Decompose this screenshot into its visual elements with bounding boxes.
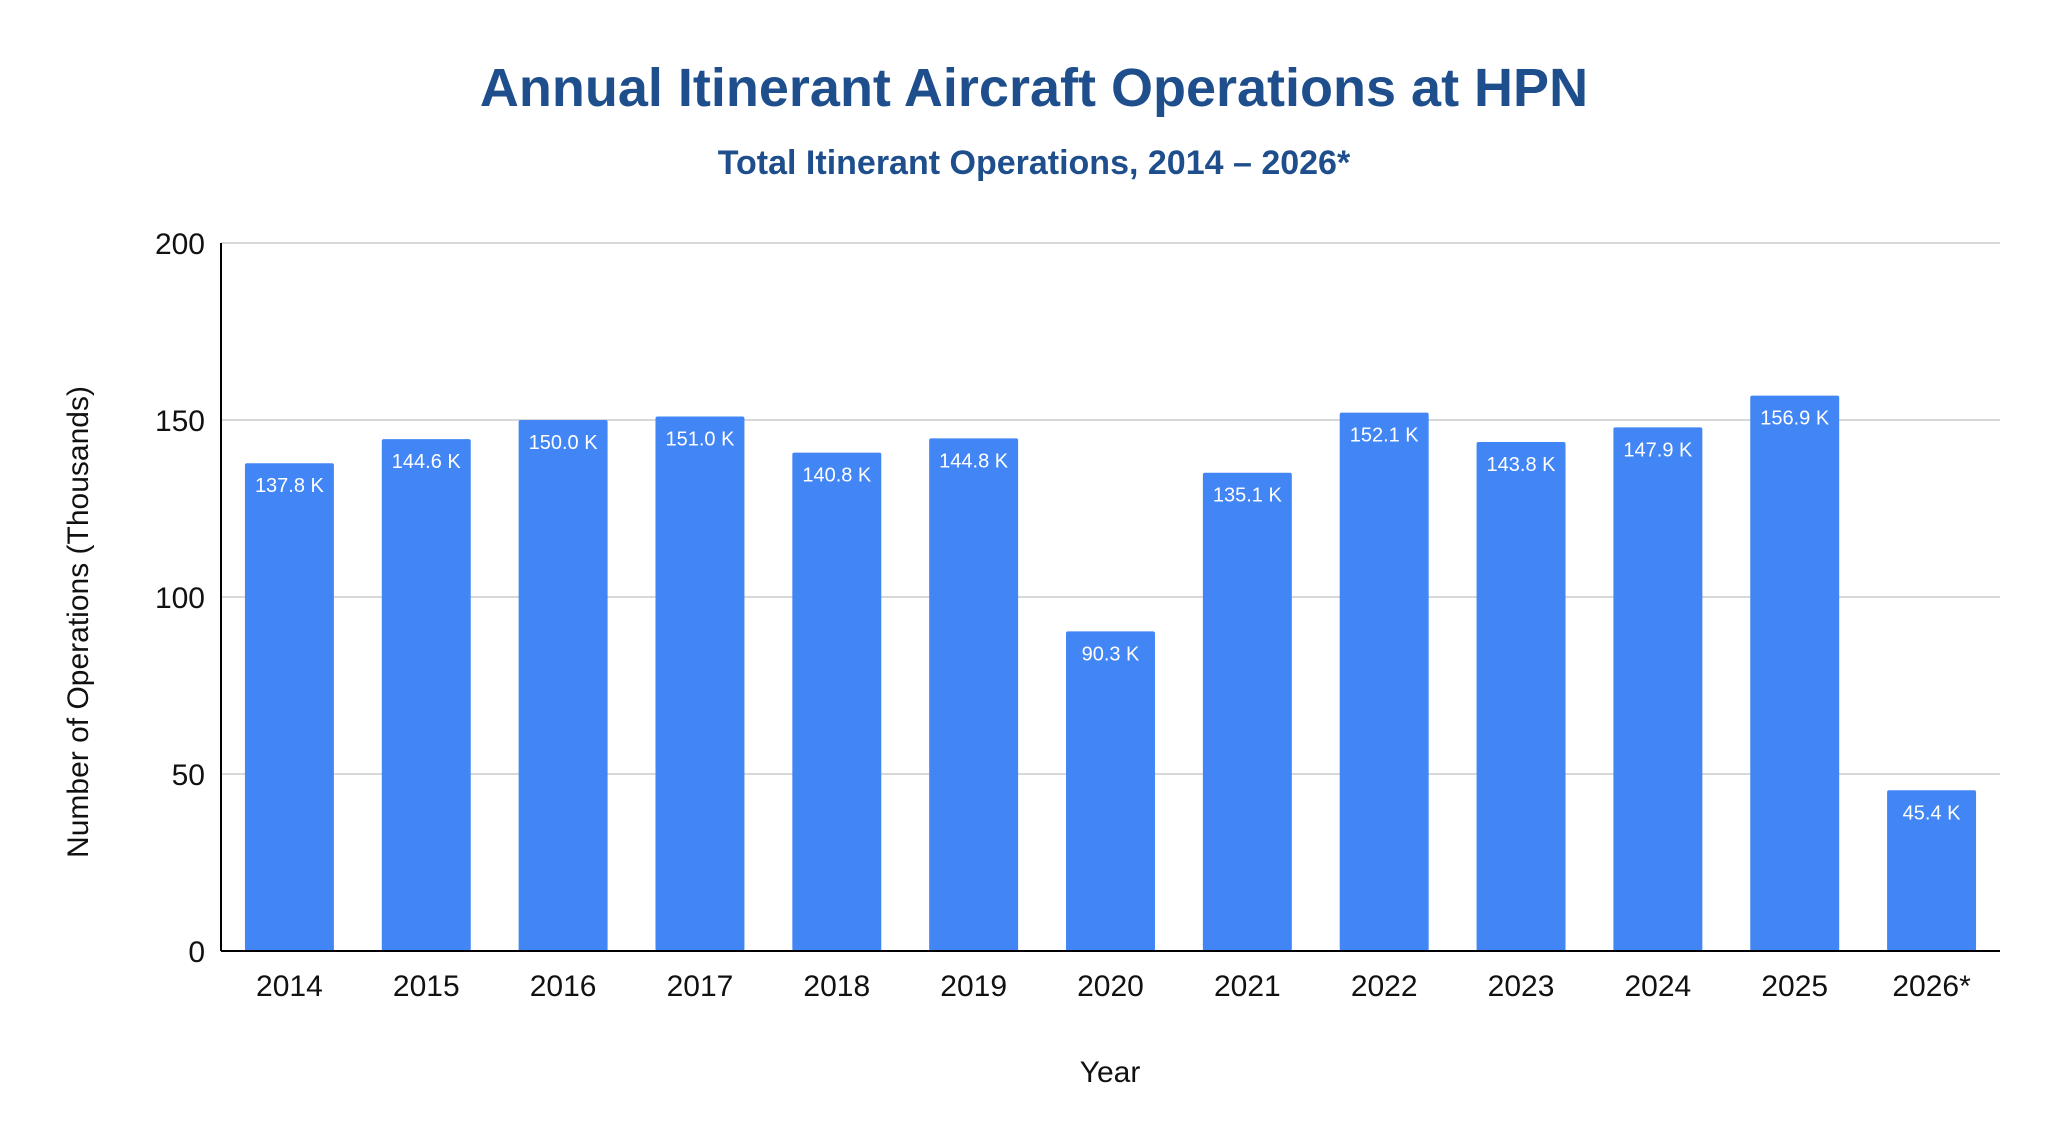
x-tick-label: 2020 bbox=[1077, 970, 1144, 1003]
bar-2024 bbox=[1613, 427, 1703, 952]
x-tick-label: 2021 bbox=[1214, 970, 1281, 1003]
bar-2017 bbox=[655, 416, 745, 952]
bar-2014 bbox=[244, 463, 334, 951]
x-tick-label: 2026* bbox=[1892, 970, 1971, 1003]
data-label: 144.8 K bbox=[939, 450, 1009, 472]
data-label: 140.8 K bbox=[802, 465, 872, 487]
data-label: 45.4 K bbox=[1903, 802, 1961, 824]
y-tick-label: 50 bbox=[172, 759, 205, 792]
data-label: 156.9 K bbox=[1760, 408, 1830, 430]
x-tick-label: 2023 bbox=[1488, 970, 1555, 1003]
bar-2023 bbox=[1476, 441, 1566, 951]
data-label: 147.9 K bbox=[1623, 439, 1693, 461]
bar-2021 bbox=[1202, 472, 1292, 951]
data-label: 152.1 K bbox=[1350, 425, 1420, 447]
data-labels: 137.8 K 144.6 K 150.0 K 151.0 K 140.8 K 144.8… bbox=[255, 408, 1961, 825]
bar-2020 bbox=[1066, 631, 1155, 951]
x-tick-label: 2017 bbox=[667, 970, 734, 1003]
x-tick-label: 2024 bbox=[1625, 970, 1692, 1003]
y-tick-label: 100 bbox=[155, 582, 205, 615]
x-tick-label: 2019 bbox=[940, 970, 1007, 1003]
data-label: 137.8 K bbox=[255, 475, 325, 497]
bar-2026 bbox=[1887, 790, 1977, 951]
x-tick-label: 2022 bbox=[1351, 970, 1418, 1003]
bars bbox=[244, 395, 1977, 952]
x-tick-label: 2015 bbox=[393, 970, 460, 1003]
y-axis-title: Number of Operations (Thousands) bbox=[62, 386, 95, 858]
chart-subtitle: Total Itinerant Operations, 2014 – 2026* bbox=[718, 144, 1351, 182]
x-tick-labels: 2014 2015 2016 2017 2018 2019 2020 2021 2022 2023… bbox=[256, 970, 1971, 1003]
x-tick-label: 2014 bbox=[256, 970, 323, 1003]
bar-2019 bbox=[929, 438, 1019, 952]
chart-title: Annual Itinerant Aircraft Operations at … bbox=[480, 58, 1588, 118]
y-tick-label: 0 bbox=[188, 936, 205, 969]
x-tick-label: 2016 bbox=[530, 970, 597, 1003]
data-label: 151.0 K bbox=[665, 428, 735, 450]
bar-2015 bbox=[381, 439, 471, 951]
x-tick-label: 2018 bbox=[803, 970, 870, 1003]
data-label: 144.6 K bbox=[392, 451, 462, 473]
y-tick-label: 200 bbox=[155, 228, 205, 261]
x-axis-title: Year bbox=[1080, 1056, 1141, 1089]
data-label: 135.1 K bbox=[1213, 485, 1283, 507]
data-label: 150.0 K bbox=[529, 432, 599, 454]
bar-2016 bbox=[518, 420, 608, 951]
y-tick-labels: 0 50 100 150 200 bbox=[155, 228, 205, 969]
bar-2018 bbox=[792, 452, 882, 951]
bar-2022 bbox=[1339, 412, 1429, 951]
bar-2025 bbox=[1750, 395, 1840, 952]
data-label: 90.3 K bbox=[1082, 643, 1140, 665]
data-label: 143.8 K bbox=[1487, 454, 1557, 476]
axes bbox=[220, 243, 2000, 952]
x-tick-label: 2025 bbox=[1761, 970, 1828, 1003]
y-tick-label: 150 bbox=[155, 405, 205, 438]
